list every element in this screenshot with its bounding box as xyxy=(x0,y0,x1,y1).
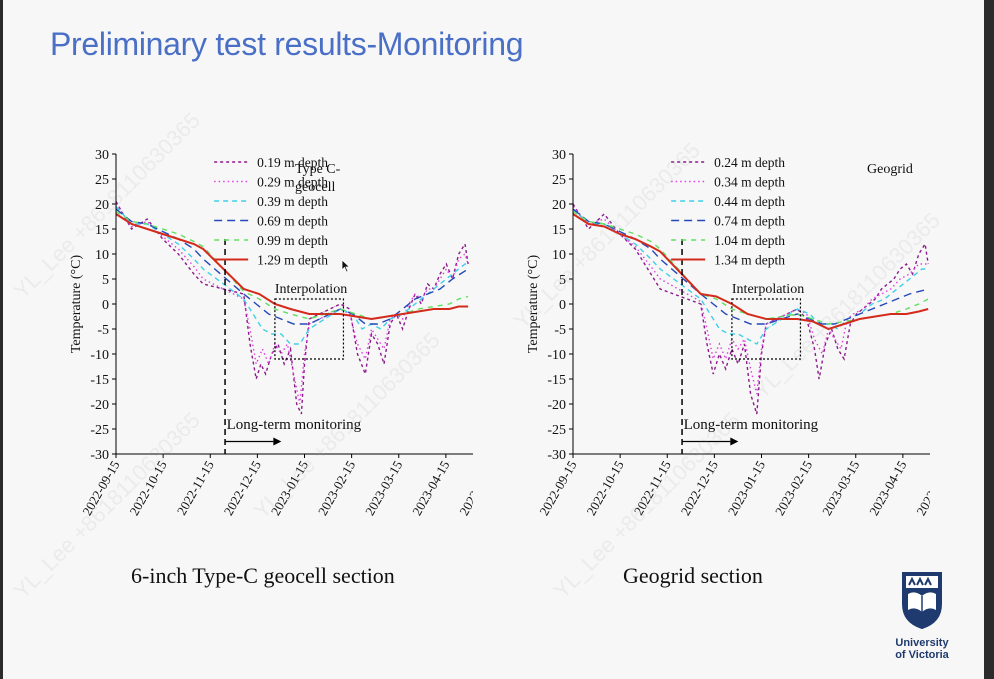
y-tick-label: -25 xyxy=(90,423,109,438)
monitoring-label: Long-term monitoring xyxy=(227,417,362,433)
y-tick-label: -20 xyxy=(90,398,109,413)
legend-label: 0.34 m depth xyxy=(714,175,785,190)
legend-label: 0.99 m depth xyxy=(257,233,328,248)
x-tick-label: 2023-04-15 xyxy=(866,458,909,518)
y-tick-label: 0 xyxy=(559,298,566,313)
y-tick-label: 30 xyxy=(552,148,566,163)
interpolation-line xyxy=(308,308,341,330)
y-tick-label: -5 xyxy=(554,323,566,338)
y-tick-label: -10 xyxy=(547,348,566,363)
y-tick-label: 20 xyxy=(95,198,109,213)
y-tick-label: 0 xyxy=(102,298,109,313)
monitoring-label: Long-term monitoring xyxy=(684,417,819,433)
interpolation-line xyxy=(308,308,341,325)
y-axis-label: Temperature (°C) xyxy=(526,255,541,354)
x-tick-label: 2022-09-15 xyxy=(79,458,122,518)
series-line-6 xyxy=(115,213,469,321)
presentation-slide: Preliminary test results-Monitoring 30 25… xyxy=(3,0,984,679)
x-tick-label: 2023-02-15 xyxy=(772,458,815,518)
y-tick-label: 10 xyxy=(95,248,109,263)
logo-text-line1: University xyxy=(895,637,949,649)
monitoring-arrow-head-icon xyxy=(273,437,282,446)
y-tick-label: 20 xyxy=(552,198,566,213)
legend-label: 0.44 m depth xyxy=(714,194,785,209)
legend-label: 0.29 m depth xyxy=(257,175,328,190)
legend-note: geocell xyxy=(295,180,336,195)
series-line-1 xyxy=(115,201,469,415)
mouse-cursor-icon xyxy=(341,259,351,273)
interpolation-label: Interpolation xyxy=(275,282,347,297)
y-tick-label: -20 xyxy=(547,398,566,413)
legend-label: 0.74 m depth xyxy=(714,214,785,229)
legend-label: 0.69 m depth xyxy=(257,214,328,229)
x-tick-label: 2022-11-15 xyxy=(174,458,217,518)
y-axis-label: Temperature (°C) xyxy=(69,255,84,354)
x-tick-label: 2023-01-15 xyxy=(268,458,311,518)
x-tick-label: 2022-11-15 xyxy=(631,458,674,518)
y-tick-label: -25 xyxy=(547,423,566,438)
x-tick-label: 2023-03-15 xyxy=(362,458,405,518)
legend-note: Geogrid xyxy=(867,162,913,177)
y-tick-label: 5 xyxy=(102,273,109,288)
legend-label: 1.04 m depth xyxy=(714,233,785,248)
y-tick-label: -30 xyxy=(90,448,109,463)
y-tick-label: 30 xyxy=(95,148,109,163)
series-line-3 xyxy=(572,208,929,345)
interpolation-line xyxy=(309,308,341,320)
series-line-6 xyxy=(572,213,929,331)
interpolation-line xyxy=(308,303,341,320)
y-tick-label: -30 xyxy=(547,448,566,463)
legend-label: 0.19 m depth xyxy=(257,155,328,170)
legend-label: 0.39 m depth xyxy=(257,194,328,209)
x-tick-label: 2023-03-15 xyxy=(819,458,862,518)
interpolation-line xyxy=(765,308,798,325)
legend-label: 0.24 m depth xyxy=(714,155,785,170)
legend-note: Type C- xyxy=(295,162,341,177)
logo-text-line2: of Victoria xyxy=(895,649,949,661)
y-tick-label: -15 xyxy=(547,373,566,388)
y-tick-label: -15 xyxy=(90,373,109,388)
x-tick-label: 2022-10-15 xyxy=(583,458,626,518)
x-tick-label: 2023-05-15 xyxy=(913,458,930,518)
x-tick-label: 2022-09-15 xyxy=(536,458,579,518)
y-tick-label: 15 xyxy=(95,223,109,238)
series-line-3 xyxy=(115,206,469,345)
legend-label: 1.34 m depth xyxy=(714,253,785,268)
y-tick-label: 10 xyxy=(552,248,566,263)
x-tick-label: 2022-12-15 xyxy=(221,458,264,518)
x-tick-label: 2023-02-15 xyxy=(315,458,358,518)
x-tick-label: 2022-10-15 xyxy=(126,458,169,518)
series-line-2 xyxy=(572,206,929,395)
interpolation-line xyxy=(766,313,798,325)
y-tick-label: 25 xyxy=(95,173,109,188)
caption-type-c-geocell: 6-inch Type-C geocell section xyxy=(131,563,395,588)
monitoring-arrow-head-icon xyxy=(730,437,739,446)
x-tick-label: 2023-04-15 xyxy=(409,458,452,518)
x-tick-label: 2022-12-15 xyxy=(678,458,721,518)
legend-label: 1.29 m depth xyxy=(257,253,328,268)
y-tick-label: 25 xyxy=(552,173,566,188)
y-tick-label: 5 xyxy=(559,273,566,288)
y-tick-label: -5 xyxy=(97,323,109,338)
university-logo: University of Victoria xyxy=(880,570,964,661)
x-tick-label: 2023-01-15 xyxy=(725,458,768,518)
crest-icon xyxy=(902,572,942,630)
caption-geogrid: Geogrid section xyxy=(623,563,763,588)
y-tick-label: 15 xyxy=(552,223,566,238)
slide-title: Preliminary test results-Monitoring xyxy=(50,26,524,62)
y-tick-label: -10 xyxy=(90,348,109,363)
series-line-1 xyxy=(572,203,929,415)
interpolation-label: Interpolation xyxy=(732,282,804,297)
